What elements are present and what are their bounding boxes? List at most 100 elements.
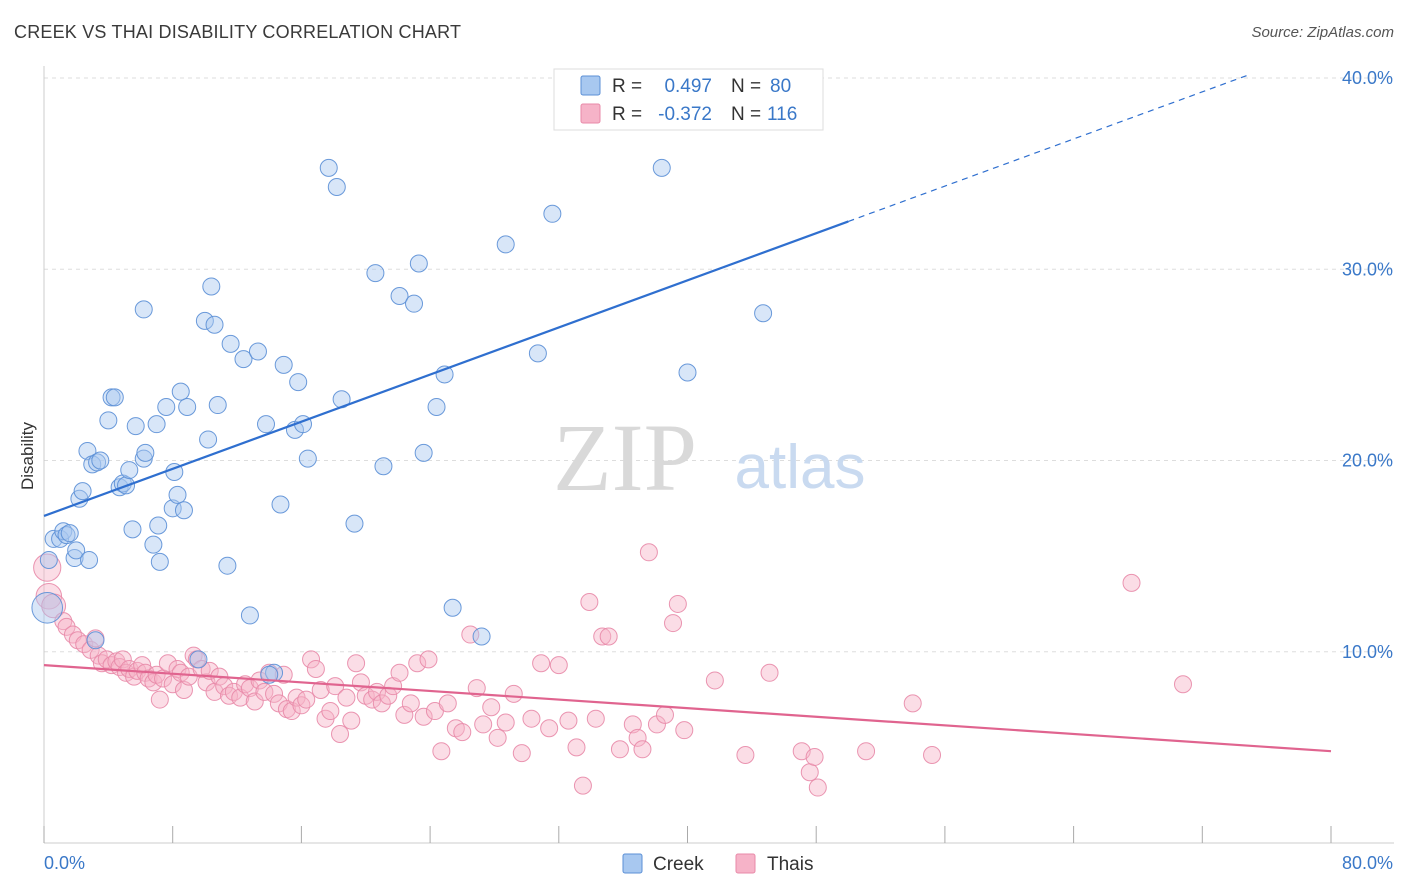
creek-point [652, 158, 671, 177]
creek-point [99, 411, 118, 430]
thai-point [311, 681, 330, 699]
thai-point [675, 721, 694, 740]
creek-point [157, 397, 176, 416]
creek-point [171, 382, 190, 401]
thai-point [800, 763, 819, 782]
creek-point [91, 451, 110, 470]
creek-trend-extension [848, 73, 1251, 223]
legend-thais-n-label: N = [731, 104, 761, 125]
thai-point [705, 671, 724, 690]
thai-point [639, 543, 658, 562]
creek-point [374, 457, 393, 476]
creek-point [271, 495, 290, 514]
creek-point [149, 516, 168, 535]
creek-point [472, 627, 491, 646]
thai-point [306, 659, 325, 678]
thai-point [586, 709, 605, 728]
creek-point [427, 397, 446, 416]
creek-point [409, 254, 428, 273]
y-tick-label: 10.0% [1342, 642, 1393, 662]
legend-creek-n-label: N = [731, 76, 761, 97]
thai-point [331, 724, 350, 743]
thai-point [1122, 573, 1141, 592]
creek-point [543, 204, 562, 223]
thai-point [857, 742, 876, 761]
creek-point [178, 397, 197, 416]
creek-point [496, 235, 515, 254]
legend-top: R = 0.497 N = 80 R = -0.372 N = 116 [553, 68, 824, 131]
legend-bottom-thais-label: Thais [767, 854, 813, 875]
creek-point [163, 499, 182, 518]
legend-creek-swatch [580, 75, 601, 96]
legend-bottom-thais-swatch [735, 853, 756, 874]
thai-point [401, 694, 420, 713]
thai-point [282, 702, 301, 721]
creek-point [678, 363, 697, 382]
creek-point [754, 304, 773, 323]
creek-point [147, 415, 166, 434]
thai-point [150, 690, 169, 709]
zipatlas-watermark: ZIP atlas [553, 404, 865, 511]
creek-point [234, 350, 253, 369]
thai-point [610, 740, 629, 759]
chart-title: CREEK VS THAI DISABILITY CORRELATION CHA… [14, 22, 462, 42]
thai-point [321, 702, 340, 721]
creek-point [65, 549, 84, 568]
thai-point [292, 696, 311, 715]
thai-trend-line [43, 664, 1332, 753]
legend-bottom: Creek Thais [622, 853, 813, 875]
thai-point [599, 627, 618, 646]
thai-point [467, 679, 486, 698]
creek-point [67, 541, 86, 560]
thai-point [1173, 675, 1192, 694]
watermark-zip: ZIP [553, 404, 697, 511]
creek-point [88, 453, 107, 472]
thai-point [347, 654, 366, 673]
creek-point [73, 482, 92, 501]
thai-point [522, 709, 541, 728]
thai-point [158, 654, 177, 673]
thai-point [453, 723, 472, 742]
thai-point [805, 747, 824, 766]
thai-point [245, 692, 264, 711]
thai-point [504, 684, 523, 703]
thai-point [372, 694, 391, 713]
legend-creek-n-value: 80 [770, 76, 791, 97]
creek-point [60, 524, 79, 543]
y-tick-labels: 10.0% 20.0% 30.0% 40.0% [1342, 68, 1393, 662]
legend-thais-swatch [580, 103, 601, 124]
source-label: Source: ZipAtlas.com [1251, 24, 1394, 41]
thai-point [496, 713, 515, 732]
y-tick-label: 40.0% [1342, 68, 1393, 88]
watermark-atlas: atlas [735, 433, 866, 502]
creek-point [390, 287, 409, 306]
creek-point [150, 552, 169, 571]
thai-point [736, 746, 755, 765]
thai-point [337, 688, 356, 707]
creek-point [289, 373, 308, 392]
trend-lines [43, 73, 1332, 753]
creek-point [257, 415, 276, 434]
y-tick-label: 20.0% [1342, 451, 1393, 471]
x-tick-label-min: 0.0% [44, 853, 85, 873]
creek-point [248, 342, 267, 361]
thai-point [174, 681, 193, 699]
creek-point [345, 514, 364, 533]
creek-point [105, 388, 124, 407]
legend-thais-n-value: 116 [767, 104, 797, 125]
creek-point [174, 501, 193, 520]
creek-point [31, 591, 64, 624]
creek-point [221, 334, 240, 353]
creek-trend-line [43, 220, 849, 517]
thai-point [540, 719, 559, 738]
thai-point [559, 711, 578, 730]
creek-point [80, 550, 99, 569]
creek-point [168, 485, 187, 504]
thai-point [408, 654, 427, 673]
creek-point [136, 443, 155, 462]
thai-point [549, 656, 568, 675]
thai-point [342, 711, 361, 730]
legend-creek-r-value: 0.497 [664, 76, 712, 97]
legend-creek-r-label: R = [612, 76, 642, 97]
creek-points [31, 158, 773, 684]
